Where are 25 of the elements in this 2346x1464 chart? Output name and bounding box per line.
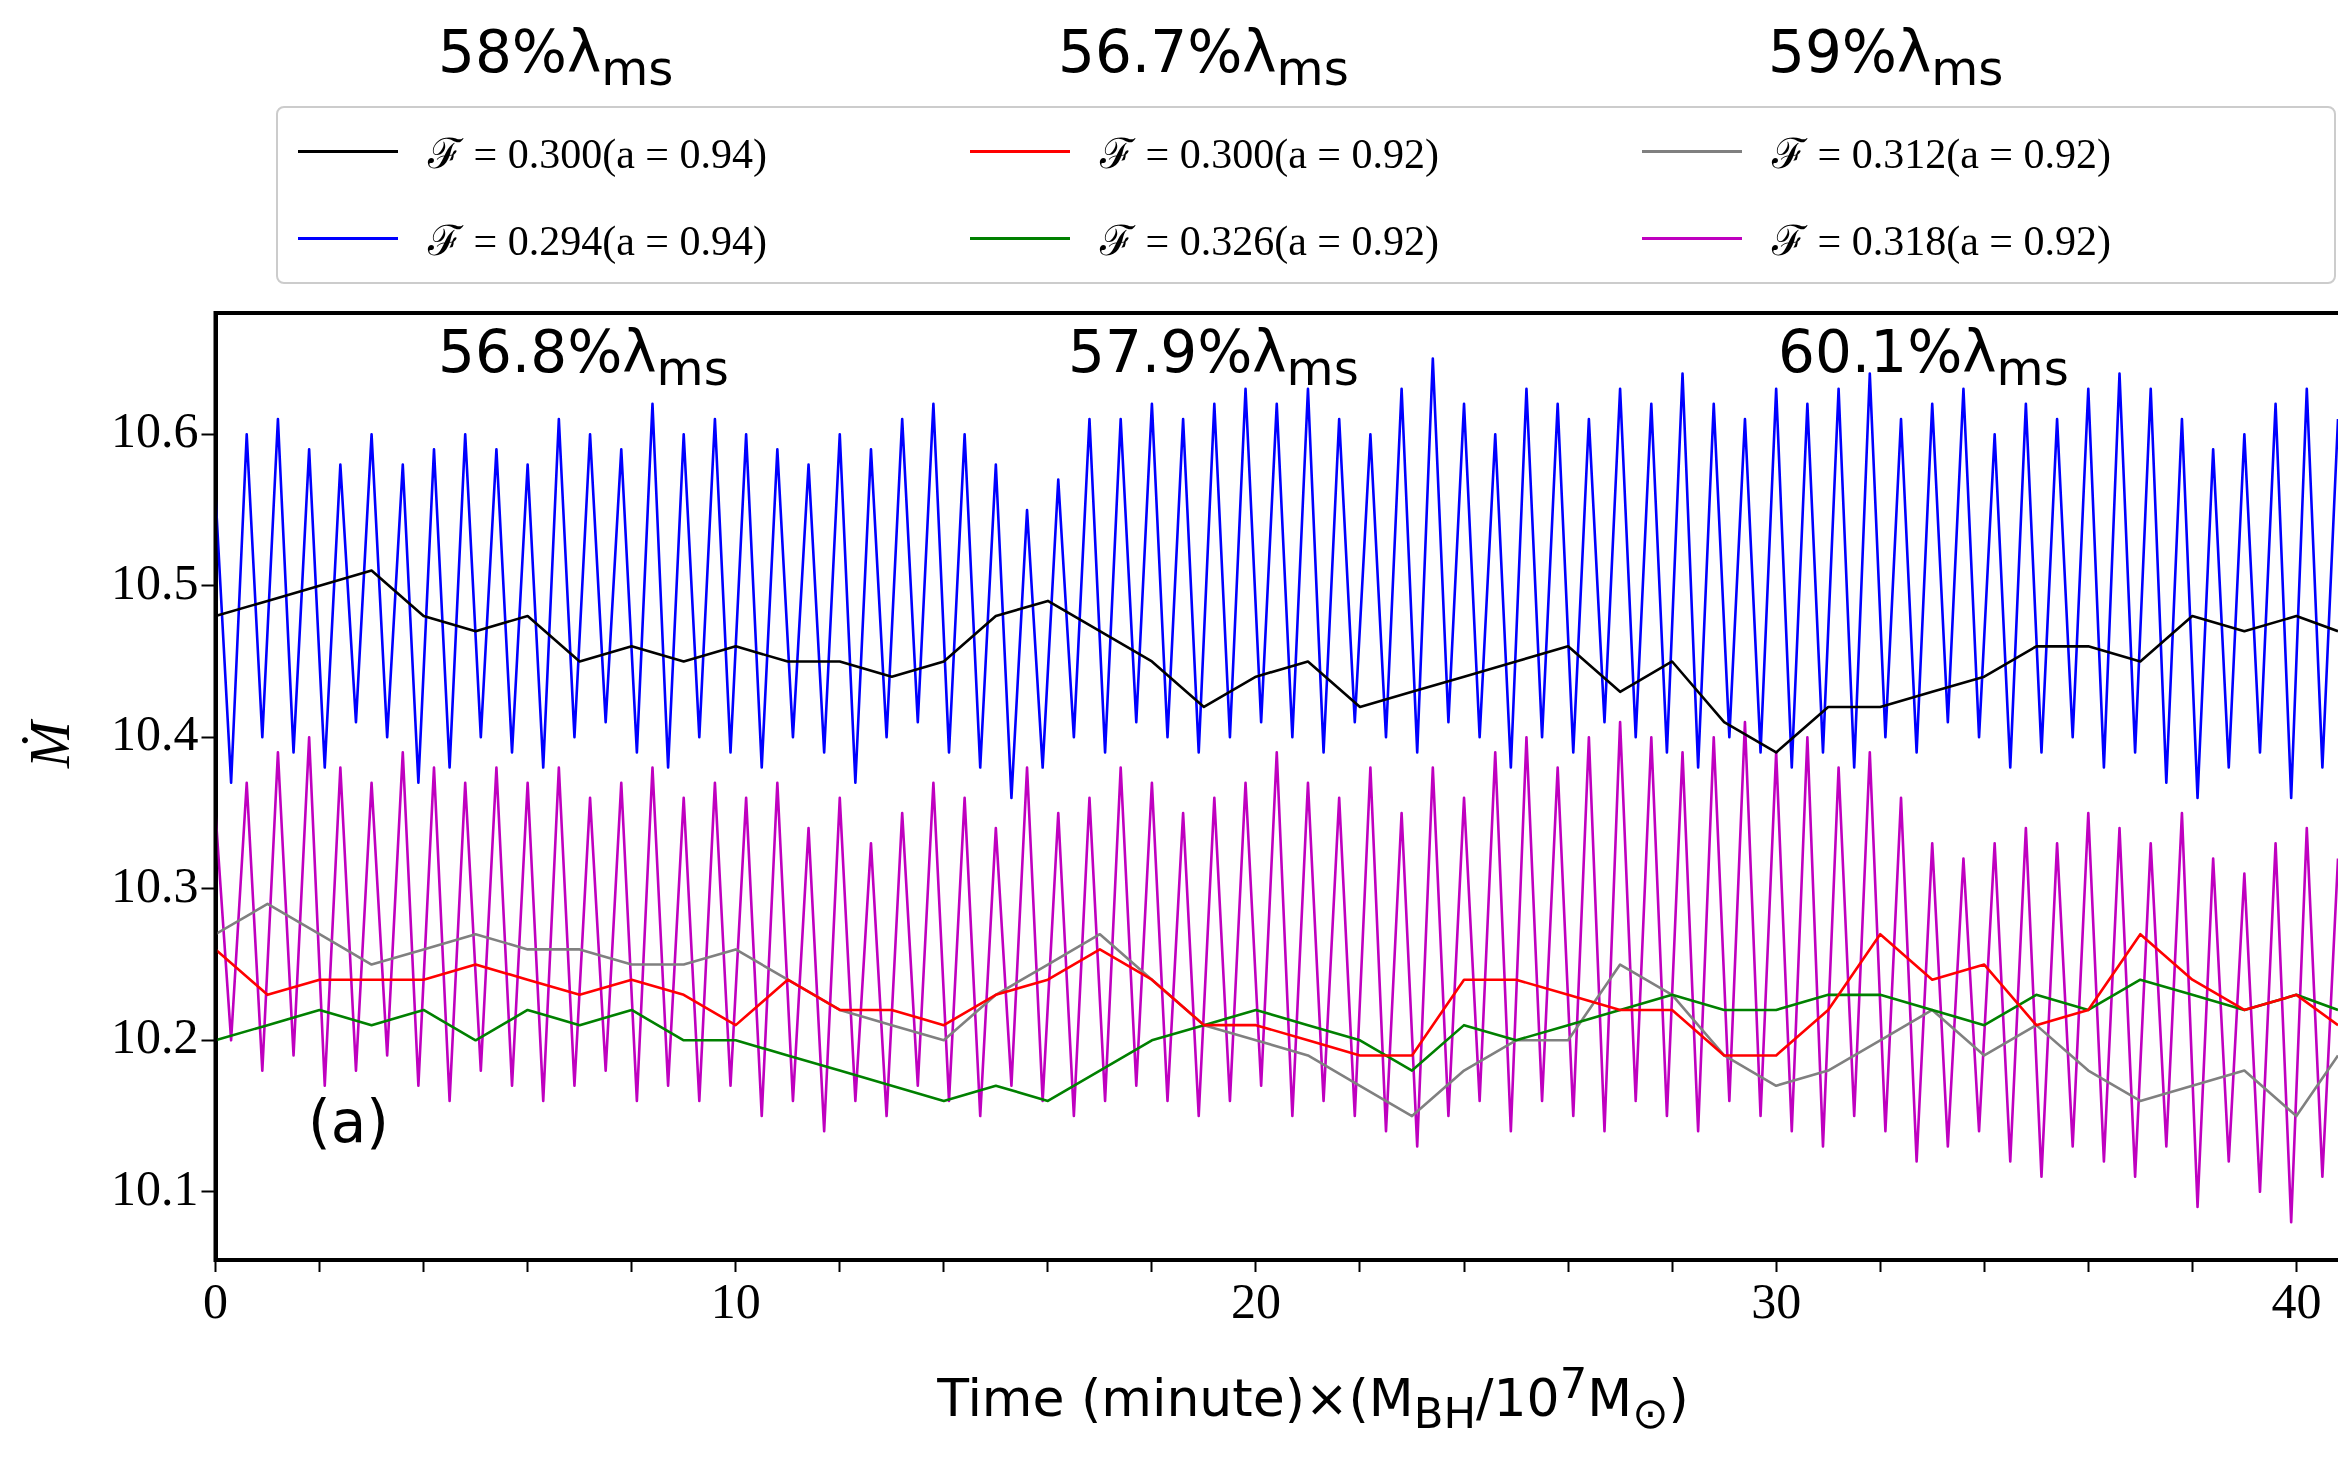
x-tick-label: 0 xyxy=(203,1273,228,1330)
legend-label: ℱ = 0.312(a = 0.92) xyxy=(1772,130,2111,179)
text: 59%λ$_{ms}$ xyxy=(1768,18,2004,96)
annotation: 57.9%λ$_{ms}$ xyxy=(1068,318,1359,396)
legend-label: ℱ = 0.326(a = 0.92) xyxy=(1100,217,1439,266)
x-tick-label: 40 xyxy=(2271,1273,2322,1330)
legend-label: ℱ = 0.294(a = 0.94) xyxy=(428,217,767,266)
y-tick-label: 10.2 xyxy=(111,1008,199,1065)
legend-label: ℱ = 0.300(a = 0.94) xyxy=(428,130,767,179)
y-tick-label: 10.3 xyxy=(111,856,199,913)
x-axis-title: Time (minute)×(M$_{BH}$/10$^{7}$M$_{⊙}$) xyxy=(936,1358,1690,1438)
text: 56.7%λ$_{ms}$ xyxy=(1058,18,1349,96)
y-tick-label: 10.6 xyxy=(111,402,199,459)
x-tick-label: 20 xyxy=(1230,1273,1281,1330)
y-tick-label: 10.5 xyxy=(111,553,199,610)
x-tick-label: 30 xyxy=(1751,1273,1802,1330)
legend-label: ℱ = 0.300(a = 0.92) xyxy=(1100,130,1439,179)
annotation: 56.8%λ$_{ms}$ xyxy=(438,318,729,396)
text: 58%λ$_{ms}$ xyxy=(438,18,674,96)
annotation: 60.1%λ$_{ms}$ xyxy=(1778,318,2069,396)
y-tick-label: 10.4 xyxy=(111,705,199,762)
x-tick-label: 10 xyxy=(710,1273,761,1330)
annotation: (a) xyxy=(308,1088,389,1156)
y-tick-label: 10.1 xyxy=(111,1159,199,1216)
legend-label: ℱ = 0.318(a = 0.92) xyxy=(1772,217,2111,266)
